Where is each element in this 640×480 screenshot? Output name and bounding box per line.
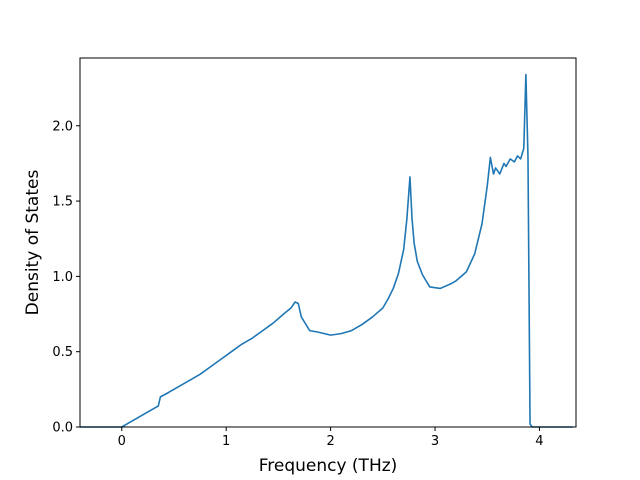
plot-area — [80, 73, 573, 428]
x-tick-label: 4 — [535, 434, 543, 449]
y-axis-ticks: 0.0 0.5 1.0 1.5 2.0 — [52, 119, 80, 436]
x-tick-label: 0 — [118, 434, 126, 449]
y-tick-label: 2.0 — [52, 119, 73, 134]
y-tick-label: 1.0 — [52, 270, 73, 285]
x-tick-label: 2 — [326, 434, 334, 449]
dos-series-line-0 — [80, 73, 573, 428]
y-tick-label: 1.5 — [52, 195, 73, 210]
x-tick-label: 1 — [222, 434, 230, 449]
x-axis-label: Frequency (THz) — [259, 456, 398, 476]
x-tick-label: 3 — [431, 434, 439, 449]
y-axis-label: Density of States — [23, 170, 43, 316]
axes-frame — [79, 57, 577, 428]
x-axis-ticks: 0 1 2 3 4 — [118, 427, 544, 449]
y-tick-label: 0.5 — [52, 345, 73, 360]
y-tick-label: 0.0 — [52, 421, 73, 436]
